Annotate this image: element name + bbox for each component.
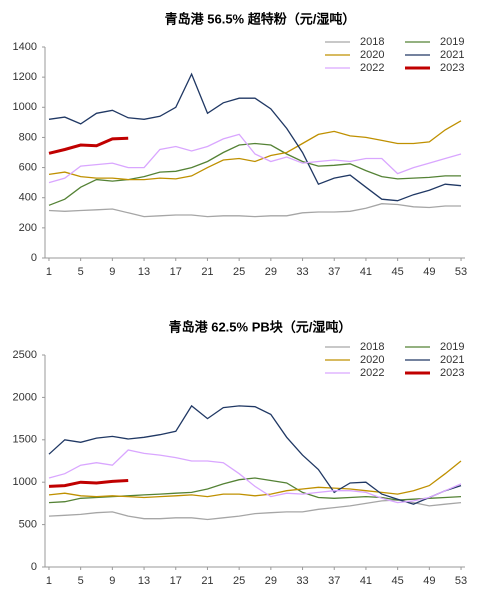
legend-label: 2020 bbox=[360, 49, 384, 61]
x-tick-label: 37 bbox=[328, 575, 340, 587]
y-tick-label: 500 bbox=[19, 519, 37, 531]
legend-label: 2020 bbox=[360, 354, 384, 366]
x-tick-label: 33 bbox=[296, 266, 308, 278]
y-tick-label: 1500 bbox=[13, 434, 37, 446]
y-tick-label: 0 bbox=[31, 561, 37, 573]
legend-label: 2023 bbox=[440, 367, 464, 379]
y-tick-label: 0 bbox=[31, 252, 37, 264]
x-tick-label: 29 bbox=[265, 575, 277, 587]
x-tick-label: 45 bbox=[392, 575, 404, 587]
series-line bbox=[48, 133, 462, 184]
x-tick-label: 17 bbox=[170, 266, 182, 278]
legend-label: 2021 bbox=[440, 354, 464, 366]
series-line bbox=[48, 449, 462, 504]
series-line bbox=[48, 499, 462, 521]
y-tick-label: 1000 bbox=[13, 476, 37, 488]
series-line bbox=[48, 120, 462, 181]
series-line bbox=[48, 136, 129, 155]
x-tick-label: 45 bbox=[392, 266, 404, 278]
x-tick-label: 49 bbox=[423, 575, 435, 587]
x-tick-label: 53 bbox=[455, 575, 467, 587]
x-tick-label: 37 bbox=[328, 266, 340, 278]
x-tick-label: 41 bbox=[360, 266, 372, 278]
chart-title: 青岛港 56.5% 超特粉（元/湿吨） bbox=[165, 11, 356, 26]
y-tick-label: 2500 bbox=[13, 349, 37, 361]
x-tick-label: 33 bbox=[296, 575, 308, 587]
series-line bbox=[48, 203, 461, 218]
series-line bbox=[48, 404, 462, 505]
x-tick-label: 13 bbox=[138, 266, 150, 278]
legend-label: 2023 bbox=[440, 62, 464, 74]
y-tick-label: 1400 bbox=[13, 41, 37, 53]
series-line bbox=[48, 142, 461, 206]
legend-label: 2018 bbox=[360, 36, 384, 48]
series-line bbox=[48, 479, 129, 488]
series-line bbox=[48, 72, 462, 202]
x-tick-label: 21 bbox=[201, 266, 213, 278]
x-tick-label: 29 bbox=[265, 266, 277, 278]
x-tick-label: 13 bbox=[138, 575, 150, 587]
x-tick-label: 21 bbox=[201, 575, 213, 587]
y-tick-label: 2000 bbox=[13, 391, 37, 403]
y-tick-label: 1200 bbox=[13, 71, 37, 83]
y-tick-label: 400 bbox=[19, 192, 37, 204]
x-tick-label: 1 bbox=[46, 266, 52, 278]
x-tick-label: 9 bbox=[109, 266, 115, 278]
legend-label: 2019 bbox=[440, 341, 464, 353]
x-tick-label: 49 bbox=[423, 266, 435, 278]
chart-title: 青岛港 62.5% PB块（元/湿吨） bbox=[169, 319, 352, 334]
legend-label: 2022 bbox=[360, 62, 384, 74]
x-tick-label: 1 bbox=[46, 575, 52, 587]
x-tick-label: 17 bbox=[170, 575, 182, 587]
y-tick-label: 200 bbox=[19, 222, 37, 234]
x-tick-label: 41 bbox=[360, 575, 372, 587]
legend-label: 2018 bbox=[360, 341, 384, 353]
x-tick-label: 25 bbox=[233, 575, 245, 587]
y-tick-label: 800 bbox=[19, 131, 37, 143]
x-tick-label: 5 bbox=[78, 575, 84, 587]
series-line bbox=[48, 460, 462, 499]
x-tick-label: 53 bbox=[455, 266, 467, 278]
legend-label: 2021 bbox=[440, 49, 464, 61]
x-tick-label: 5 bbox=[78, 266, 84, 278]
x-tick-label: 25 bbox=[233, 266, 245, 278]
y-tick-label: 1000 bbox=[13, 101, 37, 113]
y-tick-label: 600 bbox=[19, 161, 37, 173]
legend-label: 2019 bbox=[440, 36, 464, 48]
legend-label: 2022 bbox=[360, 367, 384, 379]
x-tick-label: 9 bbox=[109, 575, 115, 587]
